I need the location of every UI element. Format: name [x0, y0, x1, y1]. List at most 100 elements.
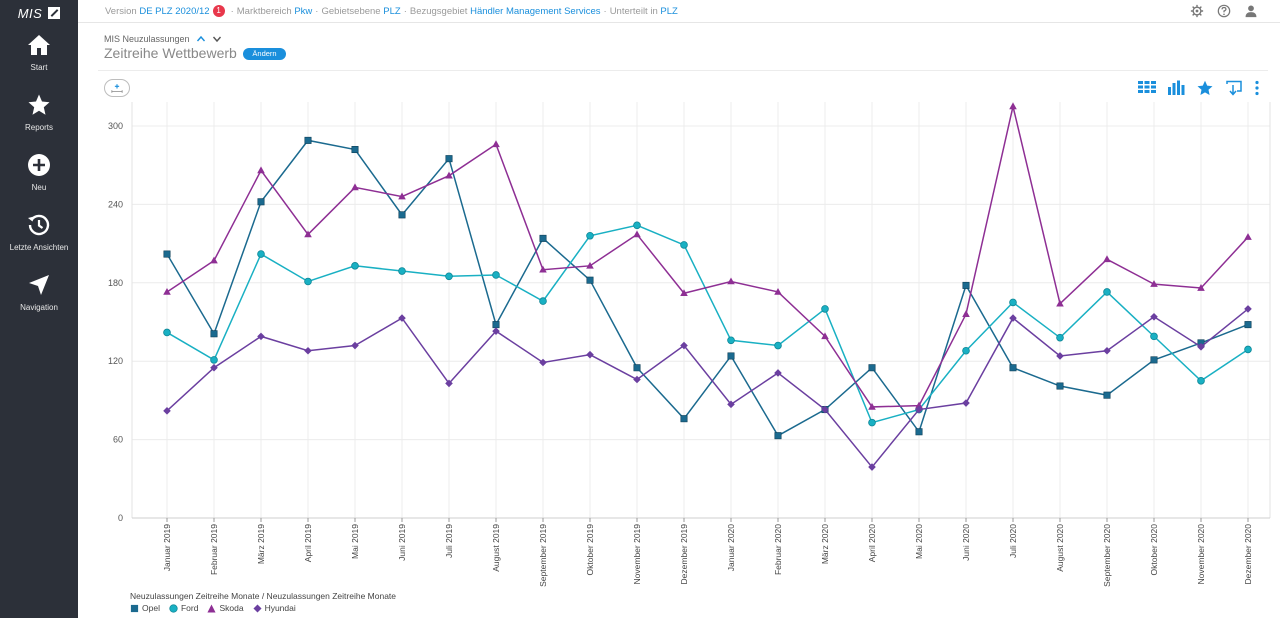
data-point-hyundai[interactable]	[915, 405, 923, 414]
sidebar-item-start[interactable]: Start	[0, 33, 78, 85]
data-point-opel[interactable]	[1103, 391, 1111, 399]
data-point-ford[interactable]	[868, 418, 876, 427]
data-point-ford[interactable]	[210, 356, 218, 364]
data-point-skoda[interactable]	[1150, 280, 1158, 287]
data-point-opel[interactable]	[304, 136, 312, 144]
data-point-ford[interactable]	[1244, 345, 1252, 354]
data-point-skoda[interactable]	[586, 261, 594, 269]
data-point-skoda[interactable]	[351, 183, 359, 191]
sidebar-item-reports[interactable]: Reports	[0, 93, 78, 145]
data-point-opel[interactable]	[351, 146, 359, 154]
data-point-hyundai[interactable]	[821, 405, 829, 414]
data-point-ford[interactable]	[257, 250, 265, 258]
split-value[interactable]: PLZ	[660, 5, 678, 17]
data-point-hyundai[interactable]	[586, 350, 594, 359]
add-axis-button[interactable]	[104, 79, 130, 97]
change-button[interactable]: Ändern	[243, 48, 286, 60]
data-point-ford[interactable]	[351, 262, 359, 270]
legend-item-opel[interactable]: Opel	[130, 603, 160, 613]
data-point-hyundai[interactable]	[1056, 352, 1064, 360]
data-point-skoda[interactable]	[915, 401, 923, 409]
data-point-skoda[interactable]	[445, 171, 453, 179]
more-vertical-icon[interactable]	[1254, 80, 1260, 96]
app-logo[interactable]: MIS	[0, 0, 78, 26]
data-point-hyundai[interactable]	[1244, 305, 1252, 313]
sidebar-item-navigation[interactable]: Navigation	[0, 273, 78, 325]
data-point-skoda[interactable]	[1244, 233, 1252, 240]
data-point-hyundai[interactable]	[163, 407, 171, 415]
data-point-skoda[interactable]	[210, 256, 218, 264]
data-point-opel[interactable]	[492, 321, 500, 329]
data-point-opel[interactable]	[680, 415, 688, 423]
data-point-opel[interactable]	[210, 330, 218, 338]
data-point-skoda[interactable]	[727, 277, 735, 285]
data-point-opel[interactable]	[539, 234, 547, 242]
data-point-ford[interactable]	[1150, 332, 1158, 341]
data-point-opel[interactable]	[1244, 321, 1252, 329]
help-icon[interactable]	[1217, 4, 1231, 18]
sidebar-item-neu[interactable]: Neu	[0, 153, 78, 205]
data-point-skoda[interactable]	[680, 289, 688, 297]
data-point-hyundai[interactable]	[210, 363, 218, 372]
data-point-opel[interactable]	[1150, 356, 1158, 364]
favorite-star-icon[interactable]	[1196, 80, 1214, 96]
download-icon[interactable]	[1225, 80, 1243, 96]
data-point-opel[interactable]	[633, 364, 641, 372]
data-point-hyundai[interactable]	[445, 379, 453, 388]
data-point-hyundai[interactable]	[680, 341, 688, 350]
data-point-ford[interactable]	[774, 341, 782, 350]
data-point-hyundai[interactable]	[492, 327, 500, 335]
data-point-ford[interactable]	[680, 241, 688, 249]
data-point-opel[interactable]	[727, 352, 735, 360]
data-point-hyundai[interactable]	[1150, 312, 1158, 321]
data-point-hyundai[interactable]	[774, 369, 782, 377]
data-point-skoda[interactable]	[257, 166, 265, 174]
data-point-skoda[interactable]	[633, 230, 641, 238]
data-point-opel[interactable]	[163, 250, 171, 258]
data-point-ford[interactable]	[163, 328, 171, 337]
data-point-ford[interactable]	[445, 272, 453, 281]
legend-item-ford[interactable]: Ford	[169, 603, 198, 613]
data-point-skoda[interactable]	[1009, 102, 1017, 110]
data-point-skoda[interactable]	[304, 230, 312, 238]
data-point-ford[interactable]	[1103, 288, 1111, 296]
level-value[interactable]: PLZ	[383, 5, 401, 17]
data-point-hyundai[interactable]	[304, 346, 312, 355]
data-point-hyundai[interactable]	[633, 375, 641, 384]
data-point-skoda[interactable]	[1197, 284, 1205, 291]
legend-item-skoda[interactable]: Skoda	[207, 603, 244, 613]
data-point-opel[interactable]	[586, 276, 594, 284]
ref-value[interactable]: Händler Management Services	[470, 5, 601, 17]
data-point-skoda[interactable]	[868, 402, 876, 410]
data-point-hyundai[interactable]	[1197, 343, 1205, 351]
data-point-ford[interactable]	[539, 297, 547, 305]
data-point-ford[interactable]	[962, 346, 970, 355]
data-point-ford[interactable]	[727, 336, 735, 345]
chevron-down-icon[interactable]	[212, 34, 222, 44]
data-point-skoda[interactable]	[1103, 255, 1111, 263]
table-view-icon[interactable]	[1138, 80, 1156, 96]
data-point-skoda[interactable]	[163, 287, 171, 295]
data-point-opel[interactable]	[1009, 364, 1017, 372]
data-point-hyundai[interactable]	[727, 400, 735, 409]
data-point-opel[interactable]	[962, 281, 970, 289]
data-point-ford[interactable]	[304, 277, 312, 286]
data-point-skoda[interactable]	[539, 265, 547, 273]
data-point-opel[interactable]	[868, 364, 876, 372]
data-point-opel[interactable]	[774, 432, 782, 440]
data-point-ford[interactable]	[1197, 376, 1205, 385]
data-point-skoda[interactable]	[492, 140, 500, 148]
sidebar-item-letzte-ansichten[interactable]: Letzte Ansichten	[0, 213, 78, 265]
data-point-hyundai[interactable]	[1103, 346, 1111, 355]
data-point-skoda[interactable]	[1056, 299, 1064, 307]
settings-gear-icon[interactable]	[1190, 4, 1204, 18]
legend-item-hyundai[interactable]: Hyundai	[253, 603, 296, 613]
data-point-ford[interactable]	[821, 305, 829, 313]
data-point-ford[interactable]	[1056, 333, 1064, 342]
market-value[interactable]: Pkw	[294, 5, 313, 17]
data-point-hyundai[interactable]	[1009, 314, 1017, 322]
data-point-skoda[interactable]	[774, 287, 782, 295]
data-point-opel[interactable]	[1056, 382, 1064, 390]
data-point-ford[interactable]	[1009, 298, 1017, 307]
data-point-skoda[interactable]	[821, 332, 829, 340]
